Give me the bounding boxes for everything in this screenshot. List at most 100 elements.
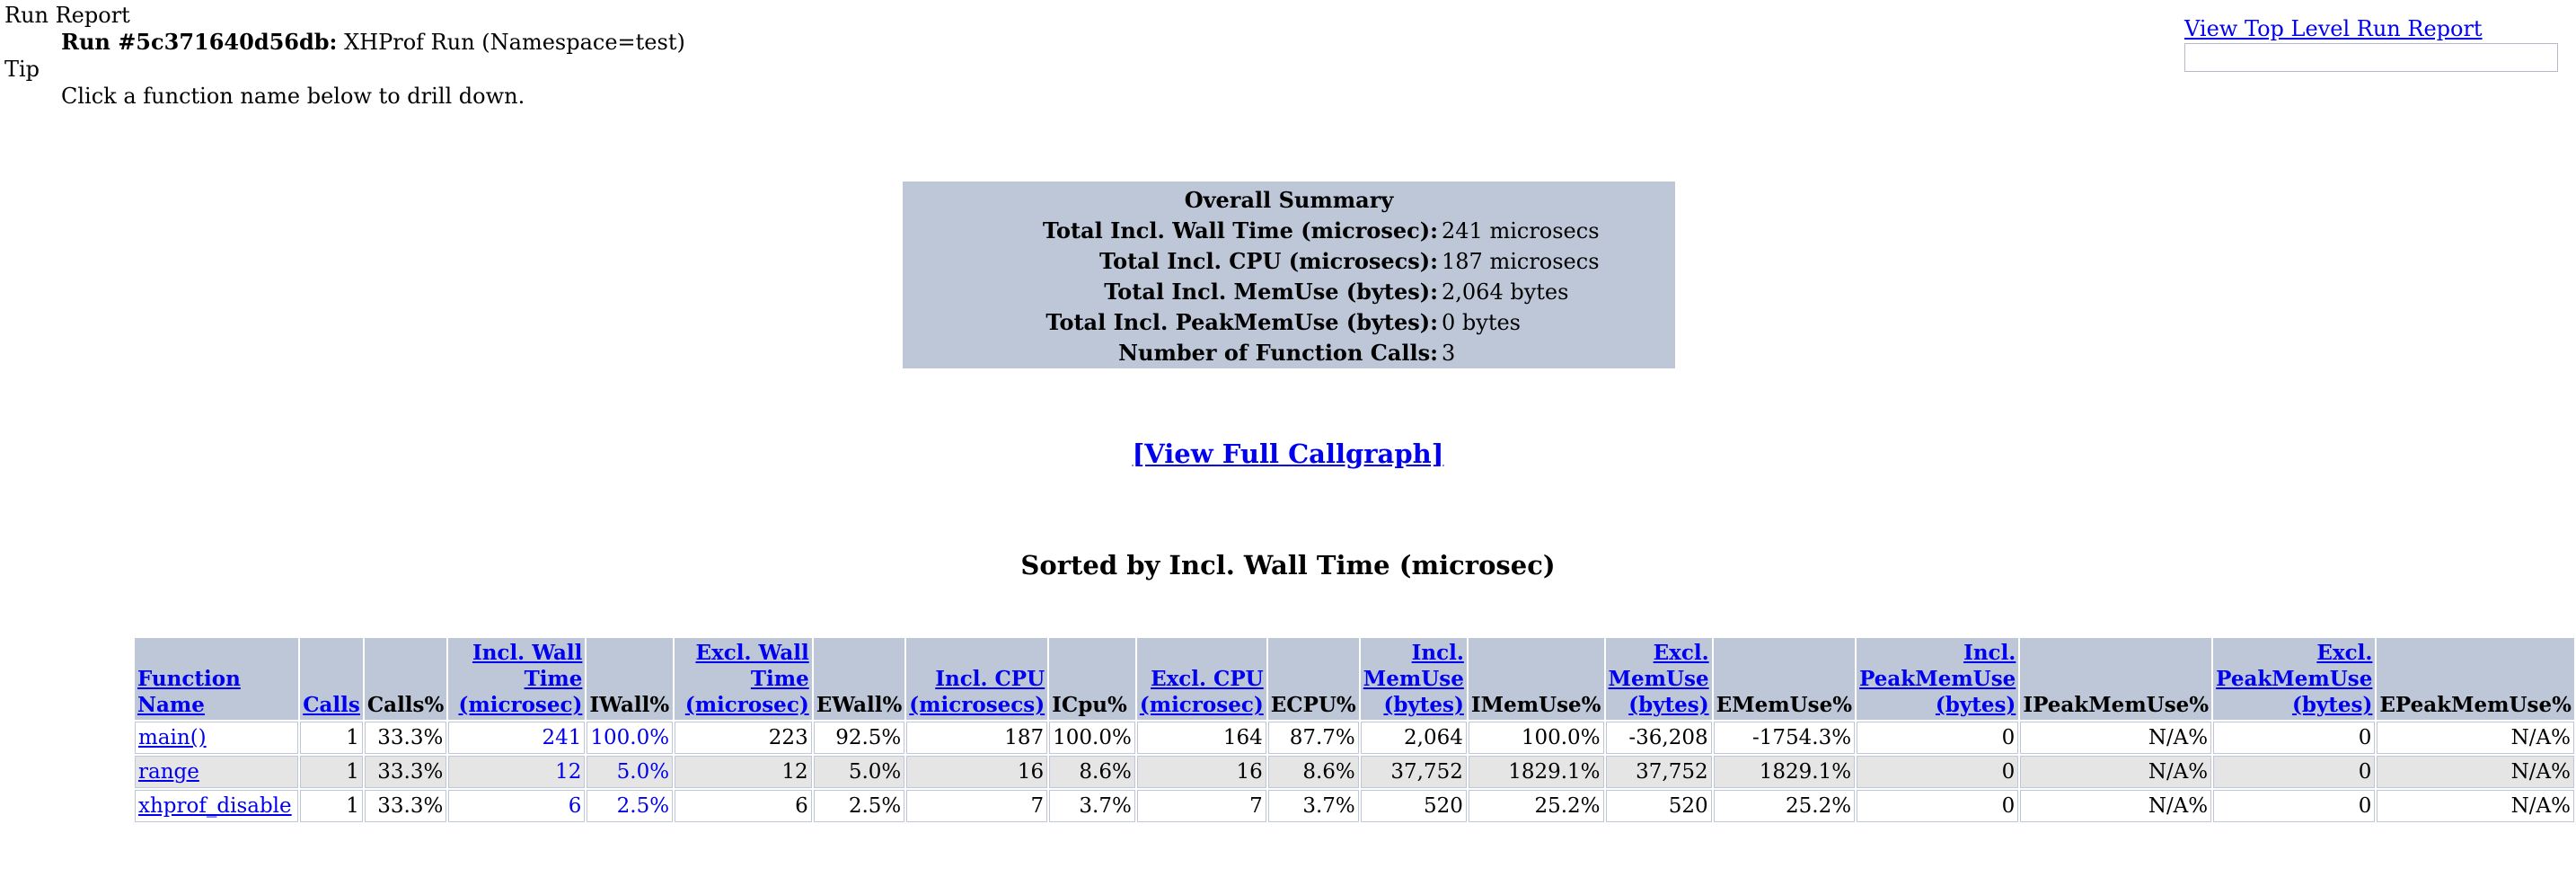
summary-title: Overall Summary xyxy=(1184,187,1394,213)
metric-cell: 1 xyxy=(300,790,363,822)
overall-summary: Overall Summary Total Incl. Wall Time (m… xyxy=(903,182,1675,368)
empty-input-box xyxy=(2184,43,2558,72)
column-header-text: MemUse xyxy=(1363,667,1464,691)
metric-cell: 164 xyxy=(1136,722,1266,754)
column-header-text: EWall% xyxy=(816,693,903,717)
column-header: EMemUse% xyxy=(1713,638,1856,720)
column-header: ECPU% xyxy=(1267,638,1359,720)
function-table: Function Name Calls Calls% Incl. Wall Time(… xyxy=(133,636,2576,824)
function-link[interactable]: main() xyxy=(138,726,207,749)
metric-cell: 100.0% xyxy=(587,722,674,754)
column-header[interactable]: Excl. MemUse (bytes) xyxy=(1605,638,1712,720)
sort-link[interactable]: Function Name xyxy=(137,667,241,717)
column-header-text: (microsecs) xyxy=(909,693,1045,717)
function-link[interactable]: range xyxy=(138,760,199,784)
run-info: Run #5c371640d56db: XHProf Run (Namespac… xyxy=(4,29,685,56)
run-id: Run #5c371640d56db: xyxy=(61,29,338,55)
column-header-text: EMemUse% xyxy=(1716,693,1853,717)
column-header[interactable]: Excl. Wall Time (microsec) xyxy=(675,638,812,720)
metric-cell: 100.0% xyxy=(1468,722,1604,754)
metric-cell: 37,752 xyxy=(1360,756,1467,788)
metric-cell: 0 xyxy=(1857,756,2019,788)
metric-cell: 1829.1% xyxy=(1713,756,1856,788)
column-header-text: MemUse xyxy=(1608,667,1709,691)
function-link[interactable]: xhprof_disable xyxy=(138,794,292,818)
column-header-text: (bytes) xyxy=(1628,693,1709,717)
column-header-text: (bytes) xyxy=(1383,693,1464,717)
function-name-cell[interactable]: main() xyxy=(135,722,299,754)
summary-row: Total Incl. Wall Time (microsec): 241 mi… xyxy=(903,216,1675,246)
column-header[interactable]: Excl. PeakMemUse (bytes) xyxy=(2213,638,2376,720)
sort-link[interactable]: Excl. Wall Time (microsec) xyxy=(685,641,809,717)
column-header-text: (microsec) xyxy=(1139,693,1264,717)
summary-label: Total Incl. Wall Time (microsec): xyxy=(1042,217,1438,244)
column-header[interactable]: Incl. Wall Time (microsec) xyxy=(448,638,586,720)
metric-cell: 223 xyxy=(675,722,812,754)
column-header-text: IPeakMemUse% xyxy=(2023,693,2210,717)
metric-cell: 8.6% xyxy=(1267,756,1359,788)
column-header-text: Incl. Wall Time xyxy=(472,641,583,691)
view-top-level-run-report-link[interactable]: View Top Level Run Report xyxy=(2184,16,2483,41)
metric-cell: N/A% xyxy=(2377,756,2574,788)
column-header-text: Excl. Wall Time xyxy=(695,641,809,691)
column-header[interactable]: Calls xyxy=(300,638,363,720)
sort-link[interactable]: Excl. MemUse (bytes) xyxy=(1609,641,1709,717)
sort-link[interactable]: Calls xyxy=(303,693,360,717)
metric-cell: 520 xyxy=(1605,790,1712,822)
sort-link[interactable]: Incl. CPU (microsecs) xyxy=(909,667,1045,717)
column-header[interactable]: Incl. MemUse (bytes) xyxy=(1360,638,1467,720)
top-level-panel: View Top Level Run Report xyxy=(2184,16,2562,72)
sorted-title: Sorted by Incl. Wall Time (microsec) xyxy=(1020,550,1556,580)
column-header-text: Excl. CPU xyxy=(1151,667,1264,691)
column-header[interactable]: Function Name xyxy=(135,638,299,720)
column-header-text: Excl. xyxy=(2316,641,2373,665)
table-row: range 1 33.3% 12 5.0% 12 5.0% 16 8.6% 16 8.6% 37,75… xyxy=(135,756,2574,788)
summary-row: Total Incl. PeakMemUse (bytes): 0 bytes xyxy=(903,307,1675,338)
column-header-text: IWall% xyxy=(589,693,670,717)
view-full-callgraph-link[interactable]: [View Full Callgraph] xyxy=(1132,439,1444,469)
metric-cell: 12 xyxy=(675,756,812,788)
function-name-cell[interactable]: range xyxy=(135,756,299,788)
column-header[interactable]: Incl. CPU (microsecs) xyxy=(906,638,1048,720)
metric-cell: 1 xyxy=(300,722,363,754)
column-header[interactable]: Excl. CPU (microsec) xyxy=(1136,638,1266,720)
summary-row: Total Incl. CPU (microsecs): 187 microse… xyxy=(903,246,1675,277)
metric-cell: 16 xyxy=(1136,756,1266,788)
column-header-text: ICpu% xyxy=(1052,693,1127,717)
sort-link[interactable]: Excl. CPU (microsec) xyxy=(1140,667,1264,717)
column-header-text: ECPU% xyxy=(1270,693,1356,717)
summary-value: 2,064 bytes xyxy=(1442,279,1569,305)
metric-cell: 87.7% xyxy=(1267,722,1359,754)
metric-cell: 1 xyxy=(300,756,363,788)
column-header: EWall% xyxy=(813,638,905,720)
column-header[interactable]: Incl. PeakMemUse (bytes) xyxy=(1857,638,2019,720)
sort-link[interactable]: Excl. PeakMemUse (bytes) xyxy=(2216,641,2372,717)
metric-cell: 33.3% xyxy=(364,722,447,754)
table-row: main() 1 33.3% 241 100.0% 223 92.5% 187 100.0% 16… xyxy=(135,722,2574,754)
tip-text: Click a function name below to drill dow… xyxy=(61,84,525,109)
metric-cell: 0 xyxy=(2213,722,2376,754)
metric-cell: 12 xyxy=(448,756,586,788)
metric-cell: 6 xyxy=(675,790,812,822)
metric-cell: 6 xyxy=(448,790,586,822)
metric-cell: 3.7% xyxy=(1049,790,1135,822)
metric-cell: 187 xyxy=(906,722,1048,754)
summary-value: 3 xyxy=(1442,341,1456,366)
column-header-text: (microsec) xyxy=(684,693,809,717)
metric-cell: 0 xyxy=(1857,722,2019,754)
table-row: xhprof_disable 1 33.3% 6 2.5% 6 2.5% 7 3.7% 7 3.7%… xyxy=(135,790,2574,822)
sort-link[interactable]: Incl. PeakMemUse (bytes) xyxy=(1859,641,2016,717)
metric-cell: 520 xyxy=(1360,790,1467,822)
sort-link[interactable]: Incl. MemUse (bytes) xyxy=(1363,641,1464,717)
summary-label: Number of Function Calls: xyxy=(1118,340,1438,366)
run-report-label: Run Report xyxy=(4,3,130,28)
summary-label: Total Incl. MemUse (bytes): xyxy=(1104,279,1438,305)
function-name-cell[interactable]: xhprof_disable xyxy=(135,790,299,822)
sort-link[interactable]: Incl. Wall Time (microsec) xyxy=(459,641,583,717)
metric-cell: -1754.3% xyxy=(1713,722,1856,754)
metric-cell: 37,752 xyxy=(1605,756,1712,788)
callgraph-section: [View Full Callgraph] xyxy=(0,439,2576,469)
column-header-text: (bytes) xyxy=(2291,693,2373,717)
metric-cell: 92.5% xyxy=(813,722,905,754)
metric-cell: 25.2% xyxy=(1468,790,1604,822)
